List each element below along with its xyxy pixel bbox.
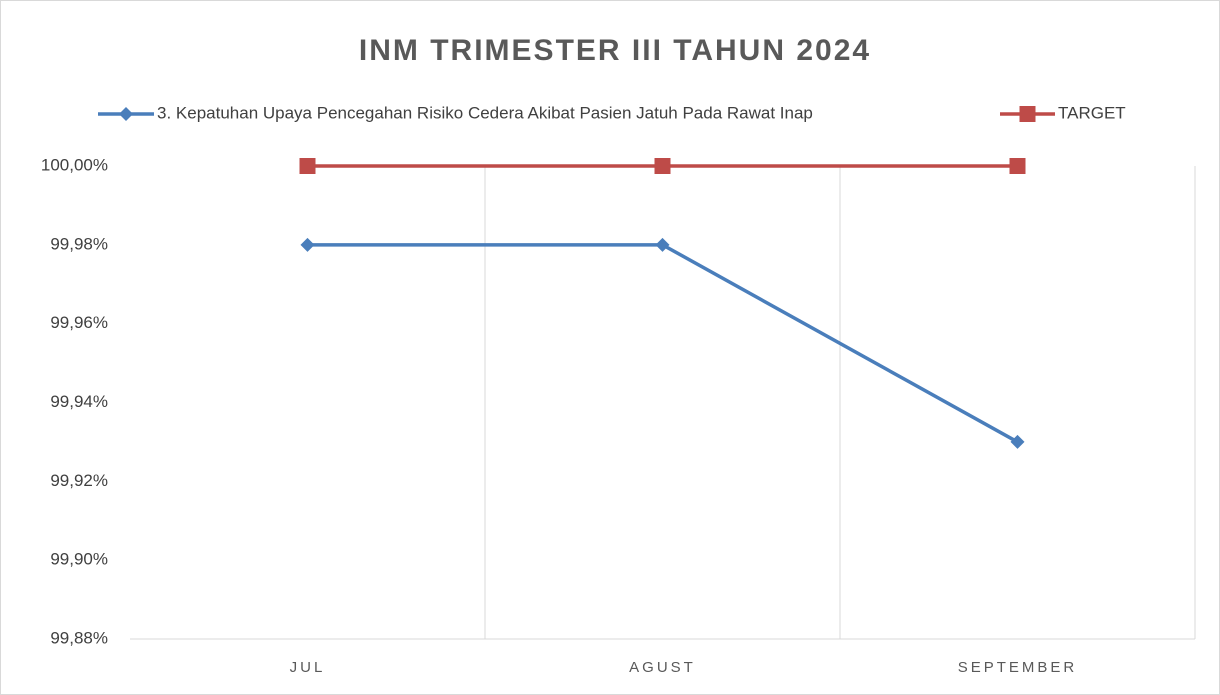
x-tick-label: SEPTEMBER	[958, 659, 1078, 676]
x-tick-label: AGUST	[629, 659, 696, 676]
legend-marker	[119, 107, 133, 121]
data-point	[1009, 158, 1026, 174]
y-tick-label: 99,92%	[50, 471, 108, 490]
data-point	[655, 237, 670, 252]
data-point	[300, 237, 315, 252]
y-tick-label: 99,96%	[50, 313, 108, 332]
chart-title: INM TRIMESTER III TAHUN 2024	[359, 34, 871, 67]
legend-label: TARGET	[1058, 103, 1126, 122]
y-tick-label: 99,98%	[50, 234, 108, 253]
y-tick-label: 99,90%	[50, 550, 108, 569]
legend-label: 3. Kepatuhan Upaya Pencegahan Risiko Ced…	[157, 103, 813, 122]
y-tick-label: 100,00%	[41, 155, 108, 174]
data-point	[299, 158, 316, 174]
y-tick-label: 99,94%	[50, 392, 108, 411]
legend-marker	[1019, 106, 1036, 122]
y-tick-label: 99,88%	[50, 628, 108, 647]
data-point	[1010, 434, 1025, 449]
data-point	[654, 158, 671, 174]
x-tick-label: JUL	[290, 659, 326, 676]
